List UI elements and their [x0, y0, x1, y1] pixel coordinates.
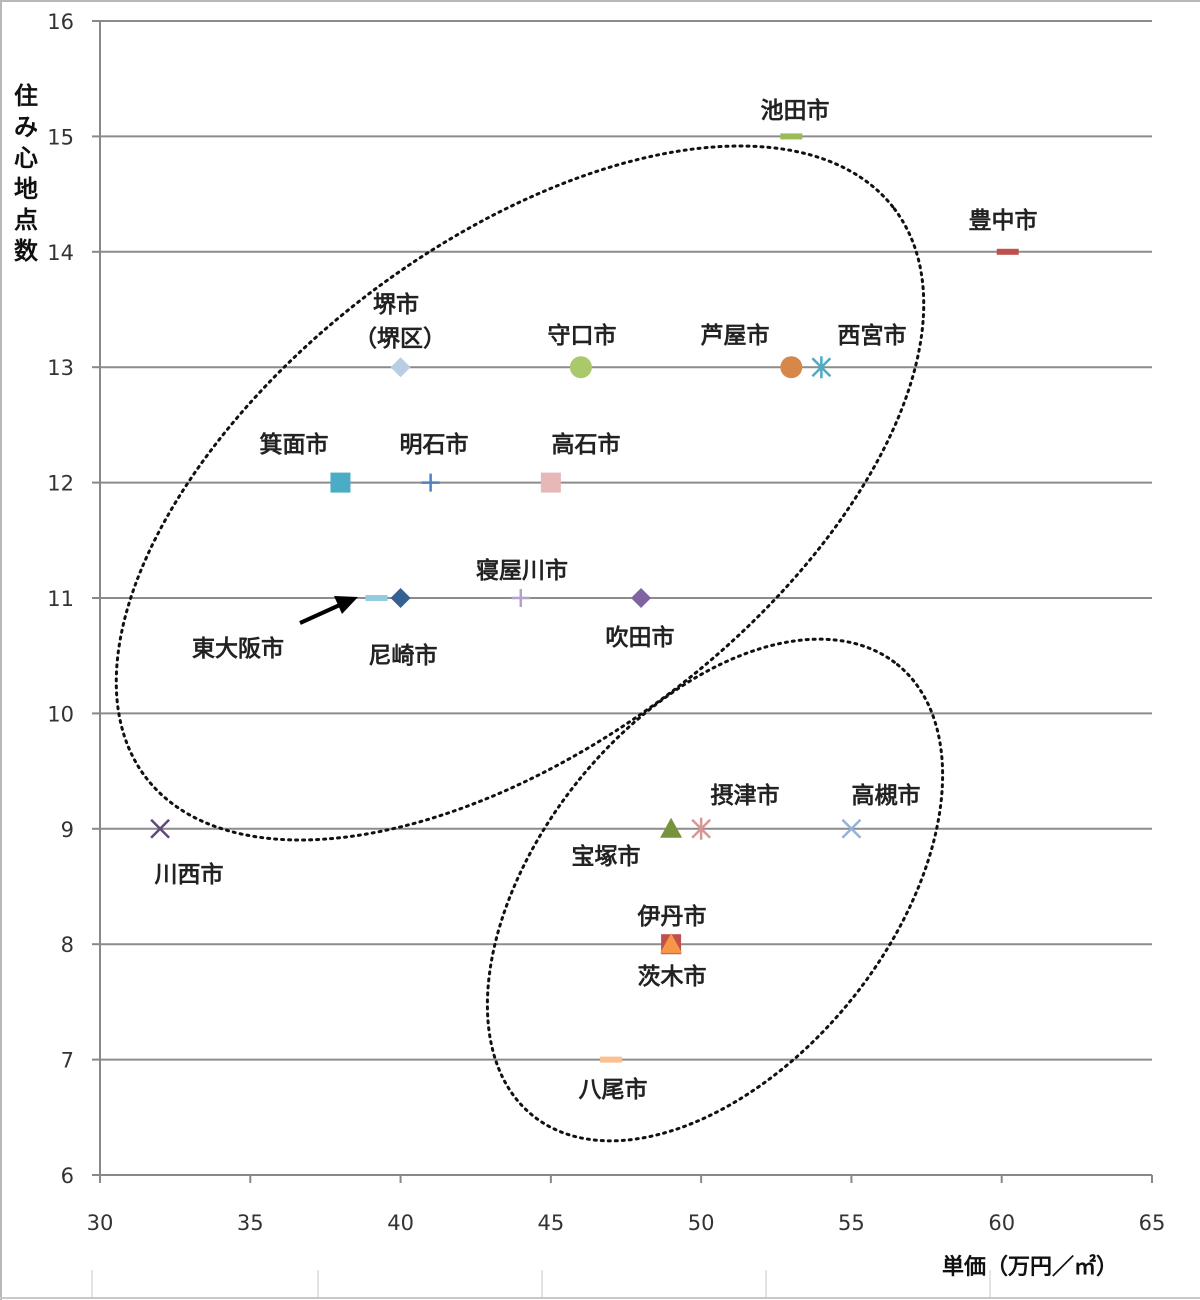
data-point-15	[691, 817, 712, 840]
x-tick-label-50: 50	[688, 1211, 715, 1235]
city-label-neyagawa: 寝屋川市	[476, 557, 568, 584]
data-point-3	[569, 356, 592, 379]
data-point-19	[599, 1056, 622, 1063]
y-tick-label-10: 10	[47, 702, 74, 726]
y-axis-title-char: 点	[14, 206, 38, 234]
marks-layer	[150, 133, 1019, 1063]
data-point-10	[390, 588, 411, 608]
city-label-takarazuka: 宝塚市	[572, 843, 641, 870]
y-tick-label-12: 12	[47, 472, 74, 496]
y-tick-label-16: 16	[47, 10, 74, 34]
lower-cluster-ellipse	[485, 637, 945, 1143]
data-point-0	[780, 133, 803, 140]
y-axis-title-char: 住	[14, 82, 38, 110]
city-label-sakai-line1: 堺市	[373, 291, 419, 318]
data-point-9	[365, 595, 388, 601]
y-tick-label-11: 11	[47, 587, 74, 611]
pointer-arrow-shaft	[299, 602, 343, 625]
data-point-12	[631, 588, 652, 608]
city-label-sakai: 堺市 （堺区）	[354, 291, 446, 352]
city-label-ibaraki: 茨木市	[638, 963, 707, 990]
grid-layer	[100, 20, 1152, 1061]
pointer-arrow-head	[334, 596, 358, 614]
y-axis-title-char: 心	[14, 144, 38, 172]
city-label-higashiosaka: 東大阪市	[192, 635, 284, 662]
city-label-itami: 伊丹市	[637, 903, 707, 930]
city-label-sakai-line2: （堺区）	[354, 325, 446, 352]
data-point-8	[540, 472, 561, 493]
y-axis-title-char: 地	[14, 175, 38, 203]
data-point-2	[390, 357, 411, 378]
city-label-kawanishi: 川西市	[155, 861, 224, 888]
y-tick-label-8: 8	[61, 933, 74, 957]
city-label-toyonaka: 豊中市	[969, 207, 1038, 234]
data-point-16	[841, 818, 862, 839]
x-tick-label-45: 45	[537, 1211, 564, 1235]
data-point-7	[421, 473, 440, 492]
x-tick-label-60: 60	[988, 1211, 1015, 1235]
city-label-suita: 吹田市	[606, 624, 675, 651]
y-tick-label-13: 13	[47, 356, 74, 380]
data-point-18	[660, 933, 683, 954]
data-point-5	[811, 356, 832, 379]
city-label-ikeda: 池田市	[761, 97, 830, 124]
data-point-11	[511, 589, 530, 607]
y-tick-label-7: 7	[61, 1049, 74, 1073]
axes-layer: 6 7 8 9 10 11 12 13 14 15 16 30 35 40 45 50 55 60 65	[0, 10, 1200, 1299]
data-point-13	[150, 818, 170, 839]
city-label-nishinomiya: 西宮市	[838, 322, 907, 349]
upper-cluster-ellipse	[114, 144, 926, 842]
x-axis-title: 単価（万円／㎡）	[942, 1254, 1118, 1280]
data-point-4	[780, 356, 803, 379]
x-tick-label-40: 40	[387, 1211, 414, 1235]
data-point-1	[996, 248, 1019, 255]
city-label-minoh: 箕面市	[260, 431, 329, 458]
y-tick-label-14: 14	[47, 241, 74, 265]
data-point-14	[660, 817, 683, 838]
y-tick-label-6: 6	[61, 1164, 74, 1188]
city-label-ashiya: 芦屋市	[701, 322, 770, 349]
city-label-settsu: 摂津市	[711, 782, 780, 809]
y-tick-label-15: 15	[47, 125, 74, 149]
pointer-arrow	[299, 596, 358, 625]
x-tick-label-65: 65	[1139, 1211, 1166, 1235]
city-labels-layer: 池田市 豊中市 堺市 （堺区） 守口市 芦屋市 西宮市 箕面市 明石市 高石市 …	[155, 97, 1038, 1103]
y-axis-title-char: 数	[14, 237, 39, 265]
x-tick-label-30: 30	[87, 1211, 114, 1235]
city-label-takaishi: 高石市	[552, 431, 621, 458]
data-point-6	[330, 472, 351, 493]
ellipse-layer	[114, 144, 945, 1143]
city-label-takatsuki: 高槻市	[852, 782, 921, 809]
city-label-yao: 八尾市	[579, 1076, 648, 1103]
y-axis-title-char: み	[14, 113, 38, 141]
x-tick-label-55: 55	[838, 1211, 865, 1235]
y-tick-label-9: 9	[61, 818, 74, 842]
city-label-akashi: 明石市	[400, 431, 469, 458]
y-axis-title: 住み心地点数	[14, 82, 39, 265]
x-tick-label-35: 35	[237, 1211, 264, 1235]
city-label-moriguchi: 守口市	[548, 322, 617, 349]
city-label-amagasaki: 尼崎市	[369, 642, 438, 669]
